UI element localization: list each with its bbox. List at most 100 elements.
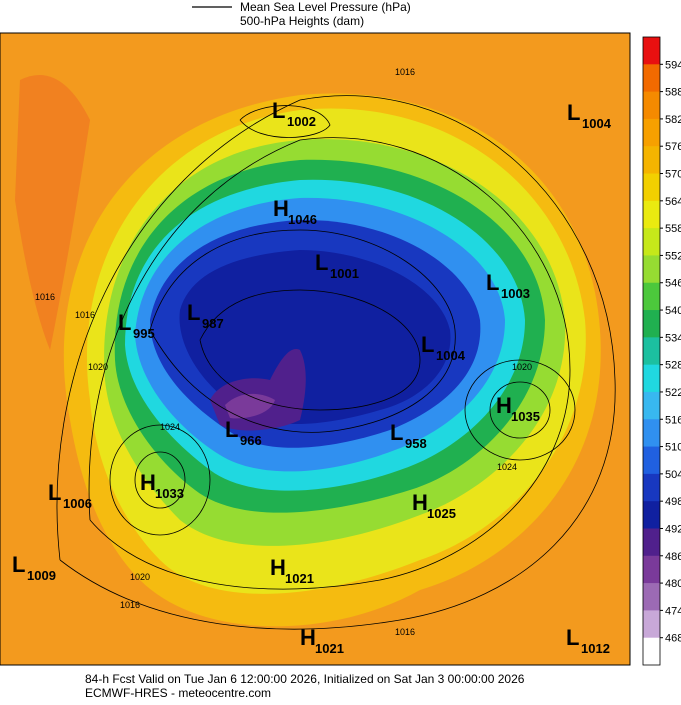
center-type: L	[118, 310, 131, 335]
colorbar-swatch	[643, 446, 660, 475]
colorbar-swatch	[643, 337, 660, 366]
colorbar-label: 576	[665, 141, 681, 153]
contour-label: 1020	[130, 572, 150, 582]
footer-text: 84-h Fcst Valid on Tue Jan 6 12:00:00 20…	[85, 672, 525, 686]
colorbar-label: 564	[665, 196, 681, 208]
center-value: 958	[405, 436, 427, 451]
center-type: L	[272, 98, 285, 123]
center-value: 966	[240, 433, 262, 448]
colorbar-label: 474	[665, 605, 681, 617]
center-value: 1004	[436, 348, 466, 363]
center-value: 1006	[63, 496, 92, 511]
colorbar-swatch	[643, 473, 660, 502]
colorbar-swatch	[643, 118, 660, 147]
colorbar-swatch	[643, 228, 660, 256]
map: 1016 1016 1016 1020 1024 1020 1016 1024 …	[0, 33, 630, 665]
contour-label: 1016	[75, 310, 95, 320]
colorbar-swatch	[643, 364, 660, 393]
colorbar-label: 540	[665, 305, 681, 317]
map-frame	[0, 32, 631, 666]
center-type: L	[390, 420, 403, 445]
center-type: L	[315, 250, 328, 275]
center-value: 1002	[287, 114, 316, 129]
colorbar-swatch	[643, 528, 660, 557]
colorbar-label: 510	[665, 442, 681, 454]
center-value: 1025	[427, 506, 456, 521]
colorbar-label: 558	[665, 223, 681, 235]
center-type: H	[496, 393, 512, 418]
center-value: 1033	[155, 486, 184, 501]
contour-label: 1016	[395, 627, 415, 637]
center-type: H	[270, 555, 286, 580]
center-type: L	[567, 100, 580, 125]
colorbar-swatch	[643, 555, 660, 584]
colorbar-label: 588	[665, 87, 681, 99]
colorbar-label: 594	[665, 59, 681, 71]
colorbar-label: 582	[665, 114, 681, 126]
center-type: H	[412, 490, 428, 515]
colorbar-swatch	[643, 173, 660, 202]
colorbar: 594 588 582 576 570 564 558 552 546 540 534 528 522 5…	[642, 36, 681, 666]
colorbar-label: 528	[665, 360, 681, 372]
center-value: 1012	[581, 641, 610, 656]
center-type: H	[300, 625, 316, 650]
colorbar-label: 534	[665, 332, 681, 344]
center-type: L	[48, 480, 61, 505]
colorbar-swatch	[643, 583, 660, 611]
center-value: 1009	[27, 568, 56, 583]
contour-label: 1016	[120, 600, 140, 610]
colorbar-label: 546	[665, 278, 681, 290]
center-value: 1004	[582, 116, 612, 131]
colorbar-swatch	[643, 501, 660, 529]
colorbar-swatch	[643, 637, 660, 666]
colorbar-swatch	[643, 91, 660, 120]
colorbar-swatch	[643, 64, 660, 93]
contour-label: 1020	[512, 362, 532, 372]
center-value: 1035	[511, 409, 540, 424]
contour-label: 1016	[35, 292, 55, 302]
colorbar-swatch	[643, 255, 660, 284]
center-value: 1001	[330, 266, 359, 281]
colorbar-label: 486	[665, 551, 681, 563]
center-type: H	[273, 196, 289, 221]
colorbar-frame	[642, 36, 661, 666]
colorbar-swatch	[643, 200, 660, 229]
center-type: L	[12, 552, 25, 577]
contour-label: 1020	[88, 362, 108, 372]
colorbar-label: 468	[665, 633, 681, 645]
colorbar-swatch	[643, 391, 660, 420]
colorbar-label: 504	[665, 469, 681, 481]
center-type: L	[486, 270, 499, 295]
colorbar-swatch	[643, 37, 660, 65]
center-type: H	[140, 470, 156, 495]
colorbar-swatch	[643, 610, 660, 639]
colorbar-swatch	[643, 310, 660, 338]
center-value: 1046	[288, 212, 317, 227]
colorbar-label: 492	[665, 523, 681, 535]
legend-label: Mean Sea Level Pressure (hPa)	[240, 0, 411, 14]
colorbar-label: 552	[665, 250, 681, 262]
center-value: 1021	[315, 641, 344, 656]
footer-text: ECMWF-HRES - meteocentre.com	[85, 686, 271, 700]
center-type: L	[187, 300, 200, 325]
colorbar-swatch	[643, 419, 660, 448]
center-value: 995	[133, 326, 155, 341]
colorbar-swatch	[643, 282, 660, 311]
colorbar-label: 570	[665, 169, 681, 181]
contour-label: 1016	[395, 67, 415, 77]
colorbar-swatch	[643, 146, 660, 175]
contour-label: 1024	[160, 422, 180, 432]
colorbar-label: 522	[665, 387, 681, 399]
center-value: 987	[202, 316, 224, 331]
center-type: L	[566, 625, 579, 650]
center-type: L	[225, 417, 238, 442]
legend-label: 500-hPa Heights (dam)	[240, 14, 364, 28]
colorbar-label: 498	[665, 496, 681, 508]
center-value: 1021	[285, 571, 314, 586]
colorbar-label: 480	[665, 578, 681, 590]
contour-label: 1024	[497, 462, 517, 472]
center-type: L	[421, 332, 434, 357]
colorbar-label: 516	[665, 414, 681, 426]
